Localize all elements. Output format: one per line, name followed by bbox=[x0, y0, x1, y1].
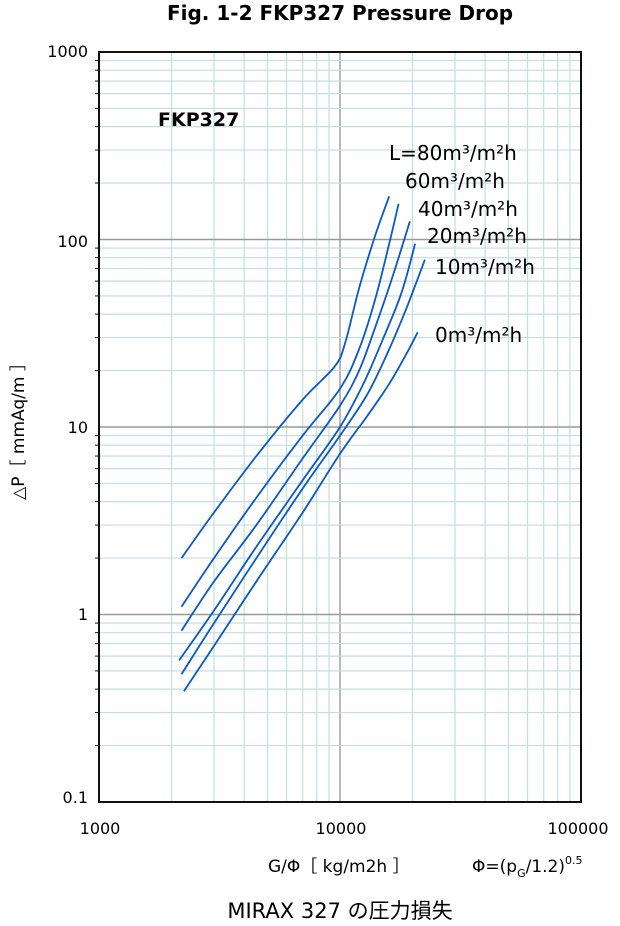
x-tick-label: 10000 bbox=[316, 819, 367, 838]
series-label-1: 60m³/m²h bbox=[405, 169, 505, 193]
series-line-0 bbox=[180, 195, 391, 559]
x-tick-label: 100000 bbox=[547, 819, 608, 838]
x-tick-label: 1000 bbox=[80, 819, 121, 838]
series-label-3: 20m³/m²h bbox=[427, 224, 527, 248]
series-label-4: 10m³/m²h bbox=[435, 255, 535, 279]
y-tick-label: 1 bbox=[78, 605, 88, 624]
formula-suffix: /1.2) bbox=[526, 857, 565, 877]
inner-title: FKP327 bbox=[158, 109, 239, 131]
y-tick-label: 0.1 bbox=[63, 788, 88, 807]
y-tick-label: 10 bbox=[68, 418, 88, 437]
formula-prefix: Φ=(p bbox=[472, 857, 517, 877]
series-label-5: 0m³/m²h bbox=[435, 323, 522, 347]
x-axis-label: G/Φ［ kg/m2h ］ bbox=[268, 857, 410, 877]
series-line-1 bbox=[180, 203, 400, 608]
formula-superscript: 0.5 bbox=[565, 854, 583, 867]
y-tick-label: 1000 bbox=[47, 42, 88, 61]
plot-frame bbox=[98, 51, 582, 803]
series-layer bbox=[178, 195, 426, 692]
series-label-0: L=80m³/m²h bbox=[389, 141, 517, 165]
series-line-5 bbox=[183, 331, 419, 692]
series-labels: L=80m³/m²h 60m³/m²h 40m³/m²h 20m³/m²h 10m³/m… bbox=[389, 141, 535, 347]
series-line-3 bbox=[178, 243, 416, 661]
caption: MIRAX 327 の圧力損失 bbox=[227, 899, 452, 923]
grid bbox=[95, 52, 581, 802]
y-axis-label: △P［ mmAq/m ］ bbox=[9, 354, 29, 500]
series-line-4 bbox=[180, 259, 426, 675]
series-line-2 bbox=[180, 221, 411, 632]
density-formula: Φ=(pG/1.2)0.5 bbox=[472, 854, 583, 880]
y-tick-label: 100 bbox=[57, 232, 88, 251]
series-label-2: 40m³/m²h bbox=[418, 197, 518, 221]
formula-subscript: G bbox=[517, 867, 526, 880]
chart-title: Fig. 1-2 FKP327 Pressure Drop bbox=[167, 1, 513, 25]
